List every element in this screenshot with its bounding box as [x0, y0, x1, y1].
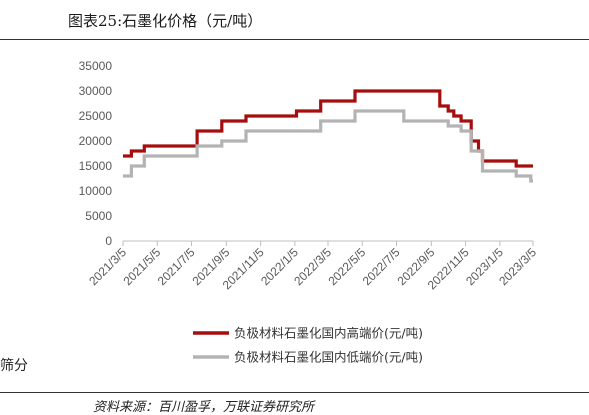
x-axis: 2021/3/52021/5/52021/7/52021/9/52021/11/… — [86, 240, 539, 292]
legend-label: 负极材料石墨化国内低端价(元/吨) — [234, 350, 423, 365]
source-note: 资料来源：百川盈孚，万联证券研究所 — [93, 400, 315, 415]
high-price-line — [123, 89, 533, 168]
y-tick-label: 10000 — [79, 184, 113, 198]
figure-title: 图表25:石墨化价格（元/吨） — [68, 12, 263, 30]
side-label: 筛分 — [0, 358, 28, 374]
y-tick-label: 35000 — [79, 59, 113, 73]
figure-header: 图表25:石墨化价格（元/吨） — [0, 0, 589, 40]
y-tick-label: 15000 — [79, 159, 113, 173]
legend-label: 负极材料石墨化国内高端价(元/吨) — [234, 326, 423, 341]
y-axis-ticks: 0 5000 10000 15000 20000 25000 30000 35000 — [79, 59, 113, 248]
y-tick-label: 20000 — [79, 134, 113, 148]
series-lines — [123, 89, 533, 183]
x-tick-label: 2023/3/5 — [496, 245, 539, 288]
bottom-rule — [0, 392, 589, 393]
y-tick-label: 0 — [105, 234, 112, 248]
top-rule — [0, 39, 589, 40]
low-price-line — [123, 109, 533, 183]
x-tick-label: 2021/7/5 — [155, 245, 198, 288]
y-tick-label: 25000 — [79, 109, 113, 123]
legend: 负极材料石墨化国内高端价(元/吨) 负极材料石墨化国内低端价(元/吨) — [193, 326, 423, 365]
x-tick-label: 2022/7/5 — [360, 245, 403, 288]
y-tick-label: 30000 — [79, 84, 113, 98]
y-tick-label: 5000 — [85, 209, 112, 223]
